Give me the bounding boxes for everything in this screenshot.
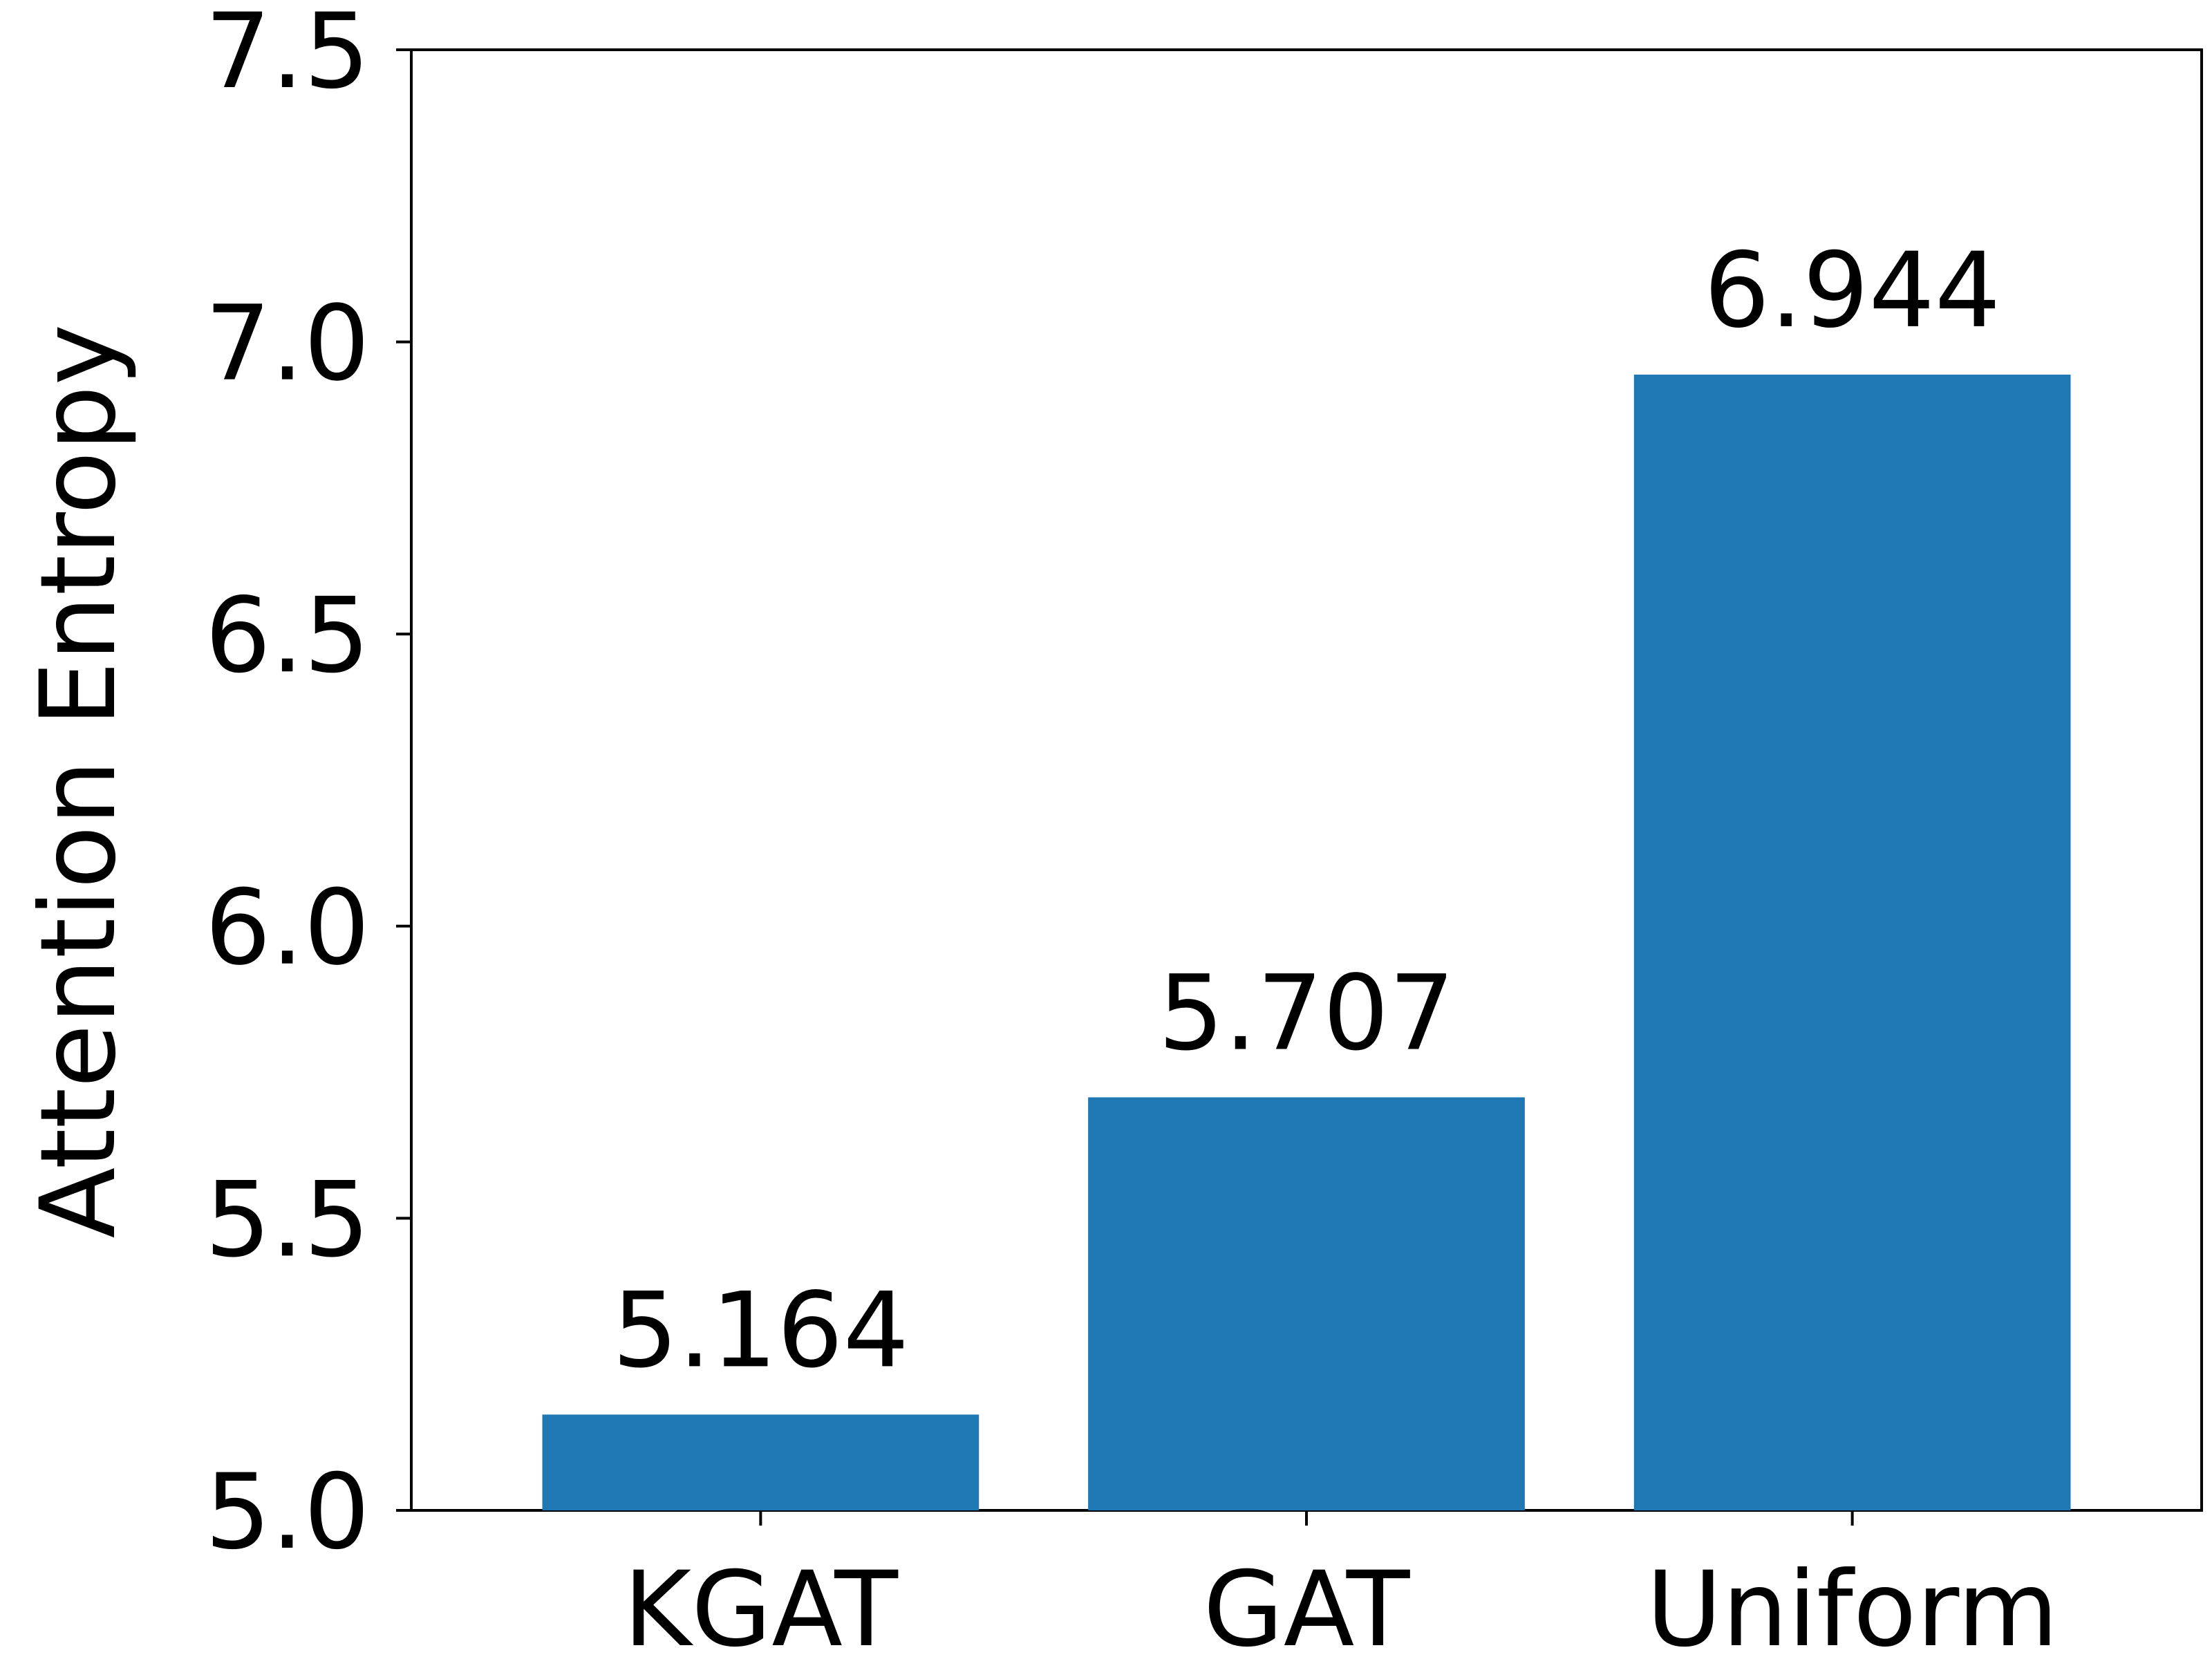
y-axis: 5.0 5.5 6.0 6.5 7.0 7.5 xyxy=(205,0,411,1573)
x-category-label: GAT xyxy=(1203,1550,1411,1659)
bar-kgat xyxy=(542,1414,980,1510)
value-labels-layer: 5.164 5.707 6.944 xyxy=(612,231,2001,1391)
y-tick-label: 6.0 xyxy=(205,868,370,988)
y-tick-label: 7.5 xyxy=(205,0,370,112)
bar-value-label: 5.707 xyxy=(1158,953,1454,1074)
y-tick-label: 6.5 xyxy=(205,576,370,696)
x-category-label: Uniform xyxy=(1647,1550,2059,1659)
x-axis: KGAT GAT Uniform xyxy=(624,1510,2059,1659)
y-tick-label: 5.5 xyxy=(205,1160,370,1280)
y-tick-label: 7.0 xyxy=(205,284,370,404)
bar-uniform xyxy=(1633,374,2071,1511)
y-axis-label: Attention Entropy xyxy=(19,324,139,1239)
bar-gat xyxy=(1088,1097,1525,1510)
y-tick-label: 5.0 xyxy=(205,1452,370,1573)
bars-layer xyxy=(542,374,2071,1511)
bar-value-label: 5.164 xyxy=(612,1271,909,1391)
bar-value-label: 6.944 xyxy=(1704,231,2000,351)
x-category-label: KGAT xyxy=(624,1550,899,1659)
